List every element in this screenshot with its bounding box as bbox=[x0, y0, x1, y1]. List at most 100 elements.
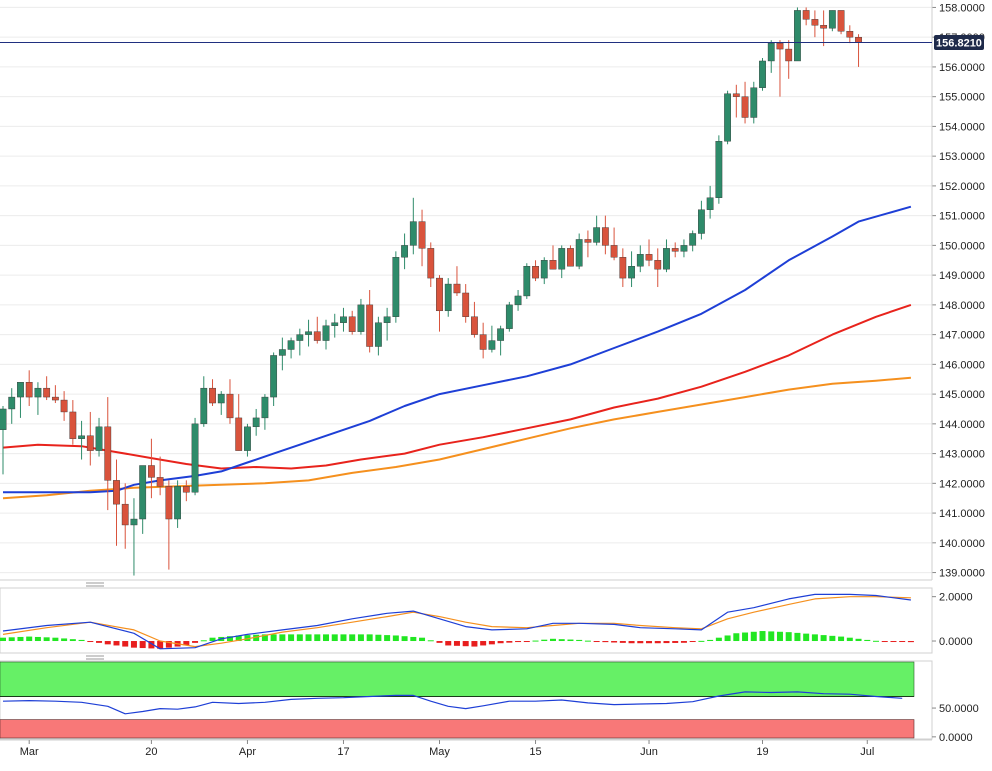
oscillator-lines bbox=[2, 593, 911, 650]
oscillator-histogram-bar bbox=[384, 635, 391, 642]
oscillator-histogram-bar bbox=[104, 641, 111, 645]
candle-up bbox=[357, 298, 365, 335]
panel-resize-handle-1[interactable] bbox=[86, 582, 104, 587]
candle-up bbox=[497, 325, 505, 356]
candle-down bbox=[51, 385, 59, 404]
candle-body bbox=[392, 257, 400, 317]
oscillator-histogram-bar bbox=[445, 641, 452, 646]
candle-body bbox=[750, 87, 758, 118]
candle-body bbox=[86, 435, 94, 451]
candle-body bbox=[409, 221, 417, 246]
candle-body bbox=[575, 239, 583, 267]
candle-down bbox=[619, 248, 627, 288]
oscillator-histogram-bar bbox=[846, 637, 853, 642]
candle-body bbox=[436, 277, 443, 312]
candle-body bbox=[776, 42, 784, 50]
oscillator-histogram-bar bbox=[907, 641, 914, 643]
candle-body bbox=[0, 408, 7, 430]
candle-up bbox=[663, 239, 670, 273]
oscillator-histogram-bar bbox=[855, 638, 862, 642]
oscillator-histogram-bar bbox=[881, 641, 888, 643]
candle-body bbox=[610, 245, 618, 258]
oscillator-histogram-bar bbox=[357, 634, 364, 642]
candle-body bbox=[34, 387, 42, 398]
candle-up bbox=[724, 90, 731, 145]
candle-down bbox=[802, 7, 810, 26]
oscillator-histogram-bar bbox=[873, 640, 879, 642]
oscillator-histogram-bar bbox=[96, 641, 103, 643]
candle-up bbox=[383, 307, 391, 341]
candle-up bbox=[174, 480, 181, 528]
candle-body bbox=[706, 197, 714, 210]
candle-down bbox=[785, 40, 793, 79]
candle-body bbox=[645, 254, 653, 261]
slow-moving-average-line bbox=[2, 376, 911, 500]
oscillator-histogram-bar bbox=[742, 632, 749, 642]
candle-body bbox=[601, 227, 609, 246]
panel-resize-handle-2[interactable] bbox=[86, 655, 104, 660]
oscillator-histogram-bar bbox=[523, 641, 530, 643]
price-panel: 158.0000157.0000156.0000155.0000154.0000… bbox=[0, 0, 985, 581]
candle-body bbox=[628, 266, 635, 279]
oscillator-histogram bbox=[0, 631, 914, 649]
candle-up bbox=[191, 417, 199, 496]
oscillator-histogram-bar bbox=[549, 638, 556, 642]
candle-body bbox=[348, 316, 356, 332]
candle-down bbox=[165, 480, 173, 570]
oscillator-histogram-bar bbox=[829, 635, 836, 642]
candle-body bbox=[663, 248, 670, 270]
candle-up bbox=[488, 325, 496, 353]
x-tick-label: Mar bbox=[20, 746, 39, 758]
candle-down bbox=[671, 242, 679, 258]
price-tick-label: 146.0000 bbox=[939, 359, 985, 371]
candle-up bbox=[252, 408, 260, 436]
candle-body bbox=[252, 417, 260, 428]
oscillator-histogram-bar bbox=[87, 641, 94, 643]
candle-body bbox=[820, 25, 828, 29]
candle-up bbox=[715, 135, 723, 204]
candle-down bbox=[837, 10, 845, 35]
candle-body bbox=[837, 10, 845, 32]
oscillator-histogram-bar bbox=[462, 641, 469, 647]
candle-body bbox=[654, 260, 662, 270]
oscillator-histogram-bar bbox=[78, 639, 85, 642]
oscillator-histogram-bar bbox=[506, 641, 513, 643]
candle-body bbox=[671, 248, 679, 252]
x-tick-label: 17 bbox=[337, 746, 349, 758]
price-tick-label: 156.0000 bbox=[939, 62, 985, 74]
candle-down bbox=[104, 397, 112, 511]
oscillator-histogram-bar bbox=[279, 634, 286, 642]
candle-body bbox=[357, 304, 365, 332]
oscillator-histogram-bar bbox=[261, 634, 268, 642]
candle-down bbox=[69, 400, 77, 445]
oscillator-histogram-bar bbox=[689, 641, 696, 643]
candle-down bbox=[436, 275, 443, 332]
mid-moving-average-line bbox=[2, 303, 912, 470]
price-tick-label: 151.0000 bbox=[939, 211, 985, 223]
oscillator-histogram-bar bbox=[331, 634, 338, 642]
candle-body bbox=[680, 245, 688, 252]
oscillator-histogram-bar bbox=[17, 636, 24, 642]
oscillator-histogram-bar bbox=[584, 640, 591, 642]
price-tick-label: 145.0000 bbox=[939, 389, 985, 401]
candle-body bbox=[759, 60, 766, 88]
candle-body bbox=[217, 393, 225, 404]
price-tick-label: 155.0000 bbox=[939, 92, 985, 104]
candle-body bbox=[104, 426, 112, 481]
oscillator-histogram-bar bbox=[611, 641, 618, 643]
candle-body bbox=[828, 10, 836, 29]
candle-up bbox=[575, 233, 583, 270]
oscillator-histogram-bar bbox=[253, 634, 260, 642]
candle-down bbox=[313, 316, 321, 344]
candle-body bbox=[558, 248, 566, 270]
oscillator-main-line bbox=[2, 593, 911, 650]
candle-body bbox=[584, 239, 592, 243]
candle-body bbox=[226, 393, 234, 419]
candle-down bbox=[60, 391, 68, 421]
candle-up bbox=[78, 420, 85, 460]
oscillator-histogram-bar bbox=[637, 641, 644, 644]
oscillator-histogram-bar bbox=[890, 641, 897, 643]
rsi-y-axis: 50.0000 0.0000 bbox=[932, 703, 979, 744]
candle-body bbox=[121, 503, 129, 526]
candle-body bbox=[209, 387, 216, 404]
